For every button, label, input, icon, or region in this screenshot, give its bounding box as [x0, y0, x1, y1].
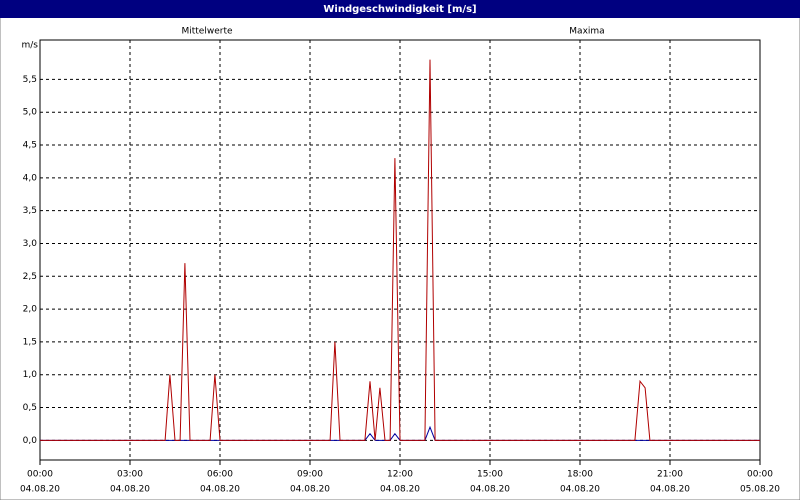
x-tick-date: 04.08.20: [650, 485, 690, 495]
x-tick-label: 18:00: [567, 470, 593, 480]
x-tick-date: 04.08.20: [380, 485, 420, 495]
y-axis-label: m/s: [22, 41, 39, 51]
y-tick-label: 2,5: [23, 272, 37, 282]
y-tick-label: 0,0: [23, 436, 38, 446]
x-tick-date: 04.08.20: [110, 485, 150, 495]
x-tick-date: 04.08.20: [470, 485, 510, 495]
x-tick-label: 06:00: [207, 470, 233, 480]
x-tick-label: 00:00: [27, 470, 53, 480]
y-tick-label: 4,5: [23, 141, 37, 151]
y-tick-label: 1,0: [23, 370, 38, 380]
y-tick-label: 2,0: [23, 305, 38, 315]
x-tick-label: 21:00: [657, 470, 683, 480]
x-tick-label: 03:00: [117, 470, 143, 480]
x-tick-date: 04.08.20: [290, 485, 330, 495]
data-line: [40, 59, 760, 441]
y-tick-label: 5,5: [23, 75, 37, 85]
title-bar: [0, 0, 800, 18]
y-tick-label: 5,0: [23, 108, 38, 118]
y-tick-label: 4,0: [23, 173, 38, 183]
y-tick-label: 1,5: [23, 337, 37, 347]
x-tick-date: 04.08.20: [200, 485, 240, 495]
legend-label: Mittelwerte: [181, 27, 232, 37]
x-tick-label: 09:00: [297, 470, 323, 480]
x-tick-label: 00:00: [747, 470, 773, 480]
y-tick-label: 0,5: [23, 403, 37, 413]
chart-title: Windgeschwindigkeit [m/s]: [323, 4, 476, 15]
y-tick-label: 3,0: [23, 239, 38, 249]
x-tick-label: 12:00: [387, 470, 413, 480]
legend-label: Maxima: [569, 27, 604, 37]
x-tick-label: 15:00: [477, 470, 503, 480]
y-tick-label: 3,5: [23, 206, 37, 216]
x-tick-date: 04.08.20: [560, 485, 600, 495]
x-tick-date: 05.08.20: [740, 485, 780, 495]
x-tick-date: 04.08.20: [20, 485, 60, 495]
